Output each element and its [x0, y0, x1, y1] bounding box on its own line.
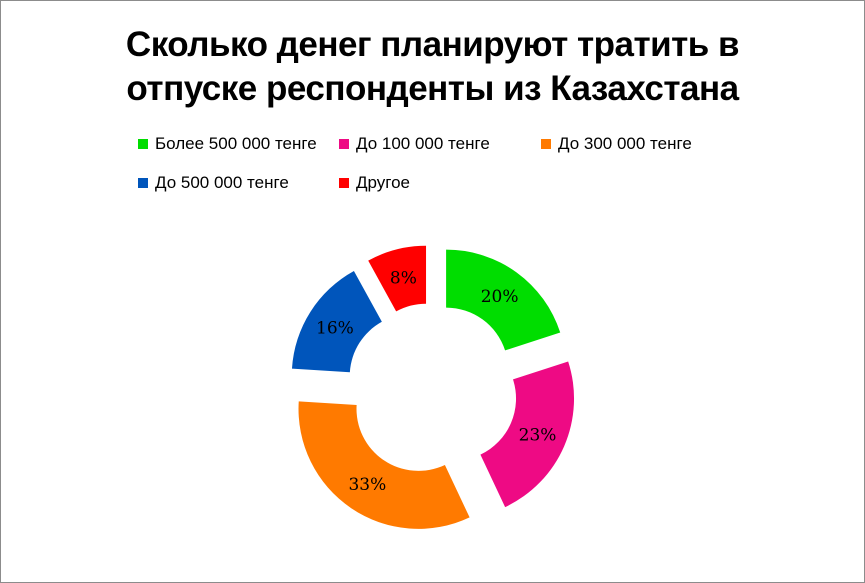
- slice-label-1: 23%: [519, 426, 557, 446]
- slice-label-2: 33%: [348, 475, 386, 495]
- slice-1: [480, 361, 575, 508]
- chart-title-line-1: Сколько денег планируют тратить в: [125, 25, 740, 64]
- legend-label-3: До 500 000 тенге: [155, 173, 289, 192]
- slice-label-3: 16%: [316, 318, 354, 338]
- legend-item-2: До 300 000 тенге: [541, 134, 692, 154]
- legend-item-3: До 500 000 тенге: [138, 173, 289, 193]
- slice-3: [291, 270, 382, 373]
- legend-item-1: До 100 000 тенге: [339, 134, 490, 154]
- slice-label-0: 20%: [481, 287, 519, 307]
- chart-title-line-2: отпуске респонденты из Казахстана: [126, 69, 739, 108]
- legend-item-0: Более 500 000 тенге: [138, 134, 317, 154]
- slice-0: [446, 249, 561, 351]
- legend-label-2: До 300 000 тенге: [558, 134, 692, 153]
- legend-swatch-1: [339, 139, 349, 149]
- legend-swatch-0: [138, 139, 148, 149]
- legend-label-4: Другое: [356, 173, 411, 192]
- legend-swatch-3: [138, 178, 148, 188]
- legend-swatch-2: [541, 139, 551, 149]
- chart-title: Сколько денег планируют тратить в отпуск…: [1, 23, 864, 111]
- legend-item-4: Другое: [339, 173, 410, 193]
- slice-2: [298, 401, 470, 529]
- legend-label-1: До 100 000 тенге: [356, 134, 490, 153]
- legend-label-0: Более 500 000 тенге: [155, 134, 317, 153]
- slice-label-4: 8%: [390, 269, 417, 289]
- legend-swatch-4: [339, 178, 349, 188]
- slice-4: [368, 245, 427, 312]
